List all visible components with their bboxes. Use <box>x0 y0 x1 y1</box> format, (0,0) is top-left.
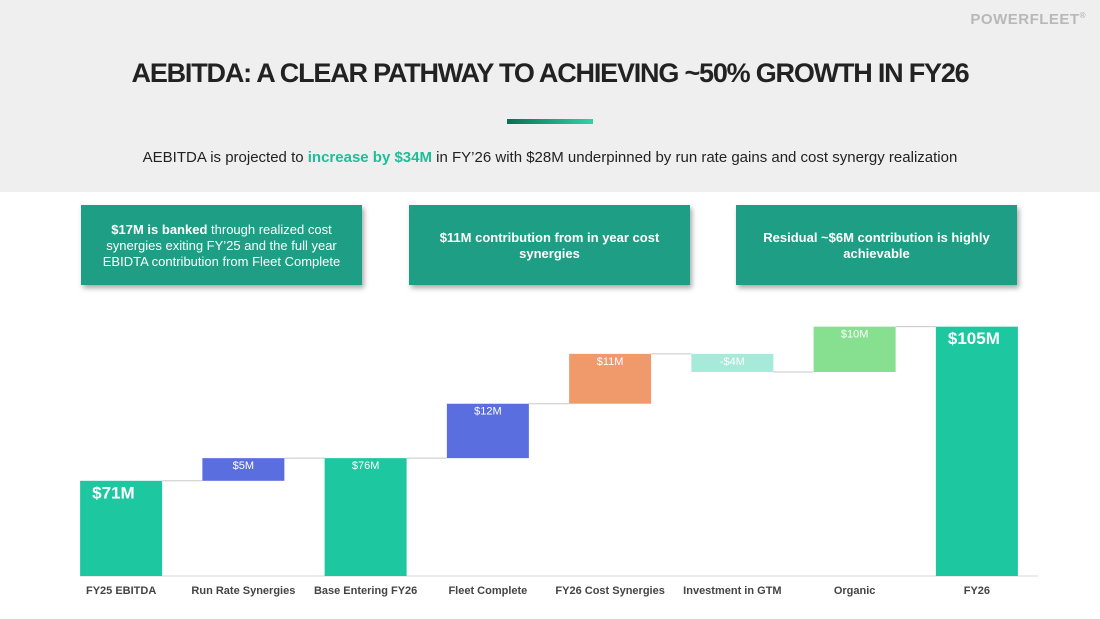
bar <box>691 353 774 372</box>
callout-bold: $11M contribution from in year cost syne… <box>439 230 660 261</box>
title-rule <box>507 119 593 124</box>
callout: $11M contribution from in year cost syne… <box>409 205 690 285</box>
bar <box>813 326 896 372</box>
x-tick-label: FY26 Cost Synergies <box>555 585 664 597</box>
callout-bold: Residual ~$6M contribution is highly ach… <box>763 230 990 261</box>
data-label: $12M <box>474 406 502 418</box>
subtitle-text: in FY’26 with $28M underpinned by run ra… <box>432 149 958 166</box>
bar <box>446 403 529 459</box>
bar <box>324 458 407 576</box>
logo-text: POWERFLEET <box>970 11 1080 28</box>
x-tick-label: Run Rate Synergies <box>191 585 295 597</box>
data-label: -$4M <box>720 356 745 368</box>
bar <box>80 480 163 576</box>
x-tick-label: Organic <box>834 585 876 597</box>
callout-text: through realized cost synergies exiting … <box>102 222 341 269</box>
data-label: $5M <box>233 460 254 472</box>
data-label: $71M <box>92 483 135 502</box>
subtitle: AEBITDA is projected to increase by $34M… <box>0 149 1100 166</box>
logo-mark: ® <box>1079 11 1086 20</box>
logo: POWERFLEET® <box>970 11 1086 28</box>
bar <box>569 353 652 404</box>
x-tick-label: Base Entering FY26 <box>314 585 417 597</box>
callout-bold: $17M is banked <box>111 222 208 237</box>
bar <box>202 458 285 481</box>
x-tick-label: Fleet Complete <box>448 585 527 597</box>
header-band <box>0 0 1100 192</box>
data-label: $10M <box>841 329 869 341</box>
callout: Residual ~$6M contribution is highly ach… <box>736 205 1017 285</box>
data-label: $105M <box>948 329 1000 348</box>
x-tick-label: FY25 EBITDA <box>86 585 156 597</box>
bar <box>935 326 1018 576</box>
data-label: $11M <box>597 356 624 368</box>
x-tick-label: FY26 <box>964 585 990 597</box>
subtitle-highlight: increase by $34M <box>307 149 432 166</box>
data-label: $76M <box>352 460 380 472</box>
x-tick-label: Investment in GTM <box>683 585 781 597</box>
subtitle-text: AEBITDA is projected to <box>142 149 308 166</box>
callout: $17M is banked through realized cost syn… <box>81 205 362 285</box>
title: AEBITDA: A CLEAR PATHWAY TO ACHIEVING ~5… <box>131 58 970 88</box>
